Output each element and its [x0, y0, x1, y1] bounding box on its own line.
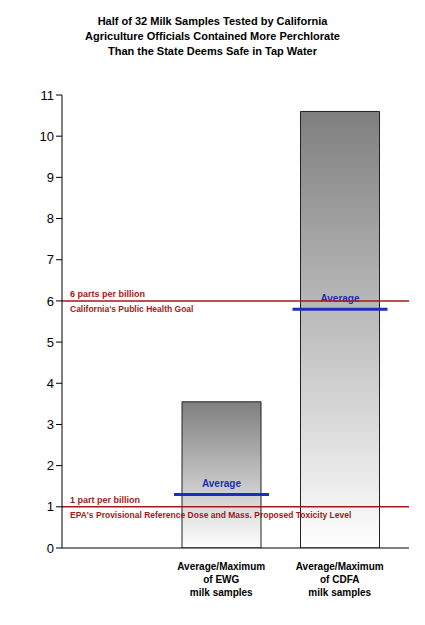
svg-text:6 parts per billion: 6 parts per billion — [70, 289, 145, 299]
svg-text:2: 2 — [47, 458, 54, 473]
svg-text:Average/Maximum: Average/Maximum — [177, 561, 265, 572]
svg-text:of CDFA: of CDFA — [320, 574, 359, 585]
svg-text:6: 6 — [47, 294, 54, 309]
svg-text:4: 4 — [47, 376, 54, 391]
svg-text:1: 1 — [47, 499, 54, 514]
html-text:Than the State Deems Safe in T: Than the State Deems Safe in Tap Water — [108, 45, 317, 57]
svg-text:Average: Average — [202, 478, 242, 489]
svg-text:1 part per billion: 1 part per billion — [70, 495, 140, 505]
svg-text:5: 5 — [47, 335, 54, 350]
svg-text:0: 0 — [47, 541, 54, 556]
svg-text:10: 10 — [40, 129, 54, 144]
svg-text:Average/Maximum: Average/Maximum — [296, 561, 384, 572]
svg-text:8: 8 — [47, 211, 54, 226]
svg-text:9: 9 — [47, 170, 54, 185]
html-text:Agriculture Officials Containe: Agriculture Officials Contained More Per… — [85, 30, 340, 42]
svg-text:milk samples: milk samples — [190, 587, 253, 598]
svg-text:Average: Average — [320, 293, 360, 304]
svg-text:11: 11 — [41, 88, 55, 103]
svg-text:3: 3 — [47, 417, 54, 432]
svg-text:7: 7 — [47, 252, 54, 267]
svg-text:of EWG: of EWG — [203, 574, 239, 585]
svg-text:California's Public Health Goa: California's Public Health Goal — [70, 304, 193, 314]
html-text:Half of 32 Milk Samples Tested: Half of 32 Milk Samples Tested by Califo… — [97, 15, 328, 27]
svg-text:milk samples: milk samples — [308, 587, 371, 598]
svg-text:EPA's Provisional Reference Do: EPA's Provisional Reference Dose and Mas… — [70, 510, 351, 520]
